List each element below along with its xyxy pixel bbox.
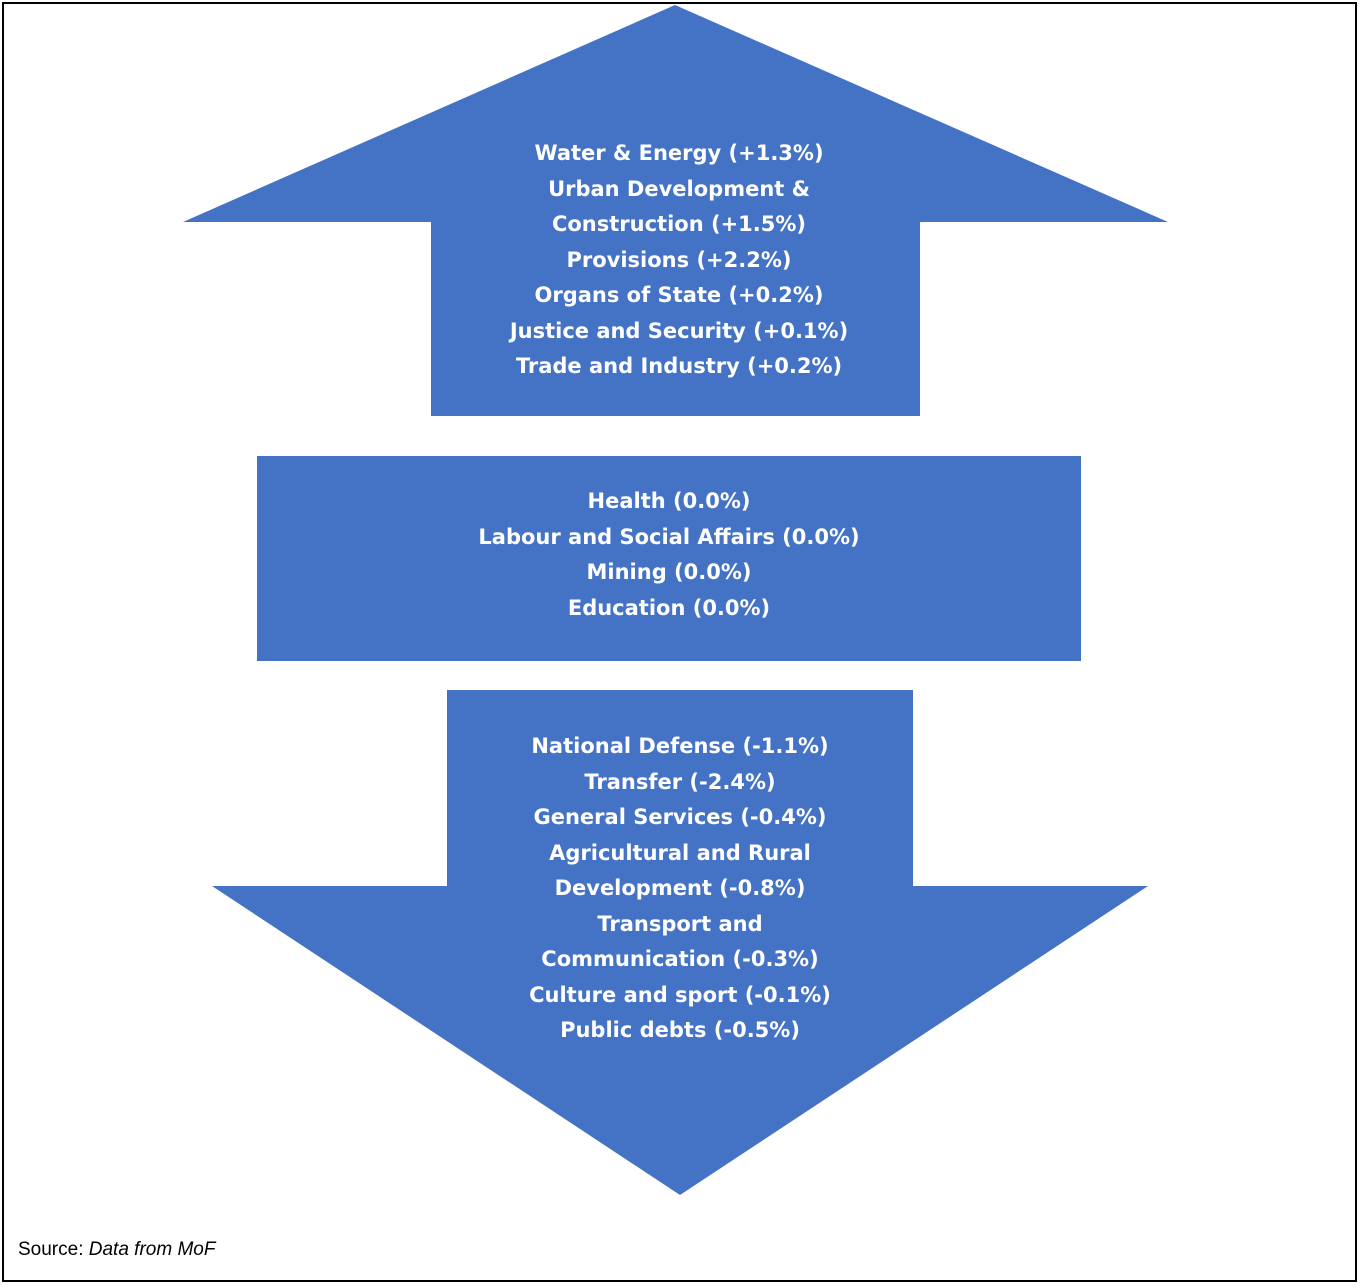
neutral-box-shape: [257, 456, 1081, 661]
increase-item: Construction (+1.5%): [551, 212, 807, 236]
down-arrow-shape: [212, 690, 1148, 1195]
decrease-item: Culture and sport (-0.1%): [529, 982, 831, 1007]
unchanged-item: Labour and Social Affairs (0.0%): [478, 524, 860, 549]
increase-list: Water & Energy (+1.3%) Urban Development…: [431, 136, 927, 385]
decrease-item: Transport and: [597, 911, 763, 936]
increase-item: Organs of State (+0.2%): [534, 283, 824, 307]
source-note: Source: Data from MoF: [18, 1239, 215, 1261]
decrease-item: Transfer (-2.4%): [584, 769, 776, 794]
unchanged-list: Health (0.0%) Labour and Social Affairs …: [257, 484, 1081, 626]
increase-item: Provisions (+2.2%): [566, 247, 792, 272]
increase-item: Justice and Security (+0.1%): [509, 318, 849, 343]
decrease-item: National Defense (-1.1%): [531, 734, 829, 758]
unchanged-item: Education (0.0%): [567, 595, 771, 620]
decrease-item: Agricultural and Rural: [549, 840, 811, 865]
source-label: Source:: [18, 1239, 84, 1260]
increase-item: Water & Energy (+1.3%): [534, 141, 824, 165]
decrease-item: Communication (-0.3%): [541, 947, 819, 971]
decrease-item: Development (-0.8%): [554, 876, 806, 900]
unchanged-item: Mining (0.0%): [586, 560, 752, 584]
up-arrow-shape: [183, 5, 1168, 416]
unchanged-item: Health (0.0%): [587, 489, 751, 513]
increase-item: Trade and Industry (+0.2%): [515, 354, 843, 378]
decrease-item: General Services (-0.4%): [533, 805, 827, 829]
decrease-item: Public debts (-0.5%): [560, 1018, 800, 1042]
source-text: Data from MoF: [88, 1239, 216, 1260]
increase-item: Urban Development &: [548, 176, 810, 201]
decrease-list: National Defense (-1.1%) Transfer (-2.4%…: [430, 729, 930, 1049]
